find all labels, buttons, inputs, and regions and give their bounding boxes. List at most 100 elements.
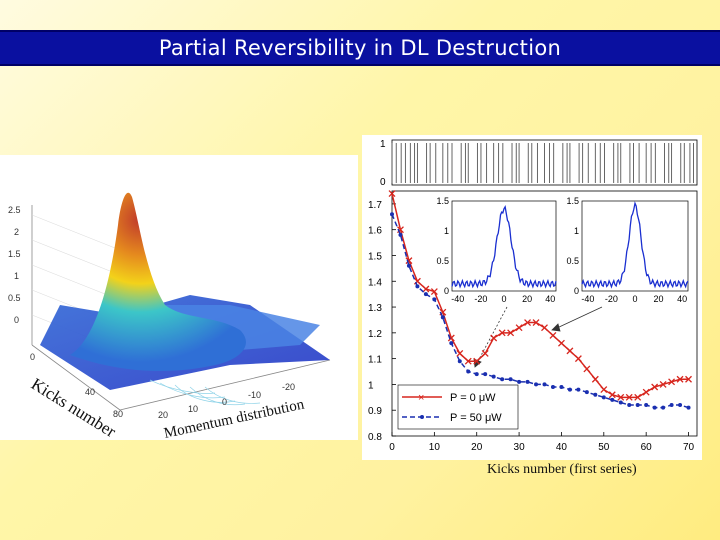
inset-curve: [451, 205, 557, 289]
y-tick-label: 1.4: [368, 277, 382, 288]
series-p50-point: [517, 379, 522, 384]
surface-peak: [70, 192, 246, 371]
series-p50-point: [567, 387, 572, 392]
series-p0-point: [456, 350, 464, 357]
y-tick-label: 1: [368, 380, 374, 391]
series-p0-point: [557, 339, 565, 347]
series-p50-point: [398, 232, 403, 237]
series-p0-point: [549, 331, 557, 339]
series-p50-point: [686, 405, 691, 410]
y-tick-label: 1.2: [368, 329, 382, 340]
y-tick-label: 1.1: [368, 355, 382, 366]
series-p50-point: [423, 292, 428, 297]
series-p50-point: [483, 372, 488, 377]
x-tick-label: 10: [429, 442, 441, 453]
series-p50-point: [652, 405, 657, 410]
inset-y-tick: 1: [574, 226, 579, 236]
momentum-axis-ticks: 20 10 0 -10 -20: [158, 382, 295, 420]
series-p50-point: [440, 315, 445, 320]
inset-curve: [581, 201, 689, 289]
series-p50-point: [491, 374, 496, 379]
series-p50-point: [500, 377, 505, 382]
series-p0-point: [591, 375, 599, 383]
series-p50-point: [525, 379, 530, 384]
x-tick-label: 40: [556, 442, 568, 453]
series-p50-point: [610, 397, 615, 402]
series-p50-point: [627, 403, 632, 408]
series-p0-point: [634, 393, 642, 401]
momentum-tick: 10: [188, 404, 198, 414]
series-p50-point: [542, 382, 547, 387]
series-p0-point: [422, 285, 430, 293]
series-p50-point: [466, 369, 471, 374]
x-axis-caption: Kicks number (first series): [487, 462, 637, 477]
series-p50-point: [449, 341, 454, 346]
series-p50-point: [474, 372, 479, 377]
inset-y-tick: 0.5: [436, 256, 449, 266]
series-p0-point: [405, 257, 413, 265]
kick-marks: [391, 143, 694, 183]
series-p50-point: [593, 392, 598, 397]
z-tick: 2: [14, 227, 19, 237]
x-tick-label: 60: [641, 442, 653, 453]
x-tick-label: 70: [683, 442, 695, 453]
line-chart: 1 0 0.80.911.11.21.31.41.51.61.7 0 10 20 30…: [368, 139, 698, 453]
series-p0-point: [574, 355, 582, 363]
series-p0-point: [524, 319, 532, 326]
series-p50-point: [669, 403, 674, 408]
inset-x-tick: 40: [545, 294, 555, 304]
x-tick-label: 0: [389, 442, 395, 453]
series-p0-point: [473, 357, 481, 365]
series-p50-point: [618, 400, 623, 405]
series-p0-point: [685, 375, 692, 383]
series-layer: [388, 190, 692, 410]
series-p0-point: [430, 288, 438, 296]
series-p0-point: [481, 350, 489, 357]
series-p0-point: [625, 393, 633, 401]
series-p50-point: [415, 284, 420, 289]
series-p0-point: [668, 378, 676, 386]
series-p0-point: [515, 324, 523, 332]
momentum-tick: 20: [158, 410, 168, 420]
series-p50-point: [661, 405, 666, 410]
series-p50-point: [635, 403, 640, 408]
series-p50-point: [534, 382, 539, 387]
inset-y-tick: 0: [444, 286, 449, 296]
y-tick-label: 1.7: [368, 200, 382, 211]
y-tick-label: 0.8: [368, 432, 382, 443]
series-p0-point: [608, 391, 616, 399]
series-p0-point: [498, 329, 506, 337]
line-plot-panel: 1 0 0.8 0.9 1 1.1 1.2 1.3 1.4 1.5 1.6 1.7 0 10 20 30…: [362, 135, 702, 460]
legend-label-p0: P = 0 μW: [450, 392, 496, 404]
series-p0-point: [541, 324, 548, 332]
inset-y-tick: 1.5: [436, 196, 449, 206]
kicks-axis-ticks: 0 40 80: [30, 352, 123, 419]
inset-plot-left: 1.510.50-40 -20 0 20 40: [432, 195, 562, 305]
series-p0-point: [600, 386, 608, 394]
kicks-tick: 40: [85, 387, 95, 397]
inset-y-tick: 1.5: [566, 196, 579, 206]
z-tick: 1.5: [8, 249, 21, 259]
series-p50-point: [644, 403, 649, 408]
series-p0-point: [651, 383, 659, 391]
series-p50-point: [559, 385, 564, 389]
z-tick: 1: [14, 271, 19, 281]
inset-y-tick: 1: [444, 226, 449, 236]
surface-contours: [149, 379, 261, 406]
y-tick-label: 1.3: [368, 303, 382, 314]
series-p50-point: [550, 385, 555, 389]
x-axis-ticks: 0 10 20 30 40 50 60 70: [389, 432, 695, 453]
kicks-tick: 0: [30, 352, 35, 362]
series-p50-point: [584, 390, 589, 395]
series-p0-point: [583, 365, 591, 373]
z-axis-ticks: 2.5 2 1.5 1 0.5 0: [8, 205, 21, 325]
kicks-tick: 80: [113, 409, 123, 419]
series-p0-point: [642, 388, 650, 396]
series-p50-point: [406, 263, 411, 268]
series-p50-point: [601, 395, 606, 400]
y-tick-label: 1.6: [368, 226, 382, 237]
slide-title: Partial Reversibility in DL Destruction: [0, 30, 720, 66]
series-p50-point: [576, 387, 581, 392]
inset-x-tick: 40: [677, 294, 687, 304]
inset-x-tick: 0: [501, 294, 506, 304]
